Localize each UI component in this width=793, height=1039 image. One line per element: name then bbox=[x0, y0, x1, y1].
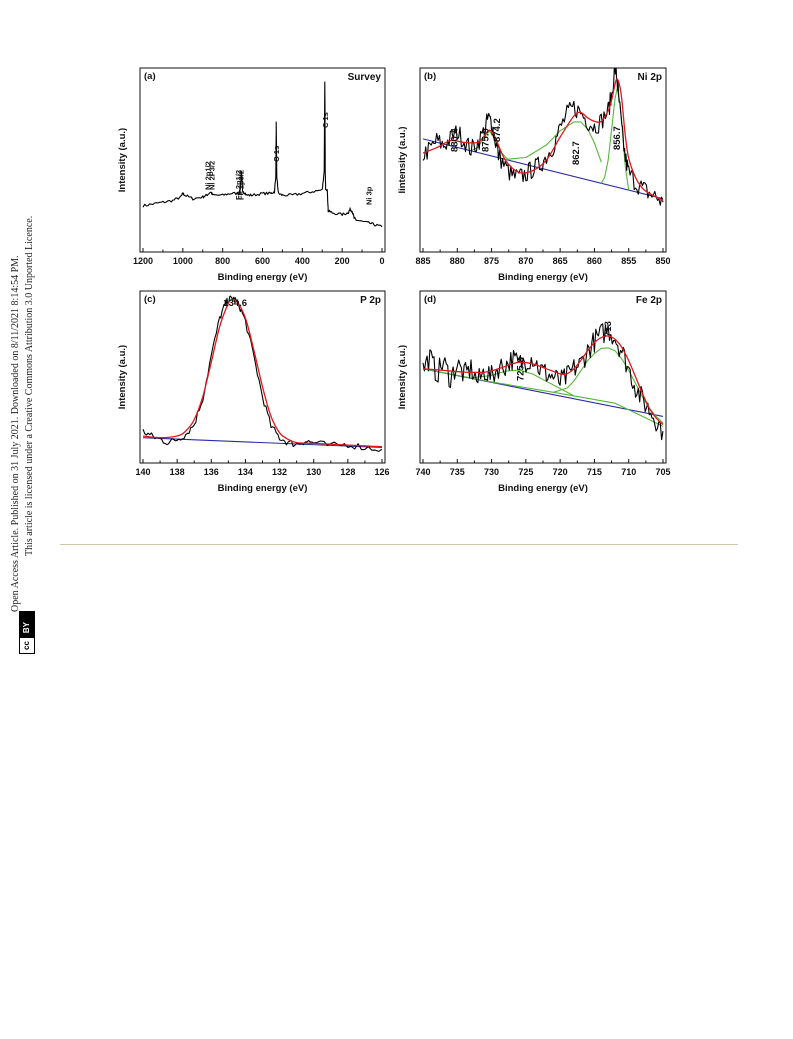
y-axis-title: Iintensity (a.u.) bbox=[397, 126, 408, 193]
chart-panel-2: 885 880 875 870 865 860 855 850 Binding energy (… bbox=[397, 67, 671, 283]
cc-by-badge[interactable]: cc BY bbox=[19, 610, 35, 654]
x-tick-label: 1000 bbox=[173, 256, 193, 266]
plot-frame bbox=[419, 290, 667, 464]
panel-title: Survey bbox=[348, 72, 382, 83]
peak-annotation: O 1s bbox=[272, 146, 281, 162]
x-tick-label: 715 bbox=[587, 467, 602, 477]
x-axis-title: Binding energy (eV) bbox=[498, 483, 588, 494]
chart-panel-1: 1200 1000 800 600 400 200 0 Binding energy (eV)… bbox=[117, 67, 386, 283]
panel-title: Fe 2p bbox=[636, 295, 662, 306]
series-component-3 bbox=[553, 347, 664, 424]
x-tick-label: 800 bbox=[215, 256, 230, 266]
series-data-0 bbox=[422, 323, 664, 441]
panel-label: (d) bbox=[424, 294, 436, 305]
plot-area bbox=[142, 295, 383, 452]
x-axis-title: Binding energy (eV) bbox=[218, 483, 308, 494]
series-component-baseline-4 bbox=[422, 368, 664, 427]
by-icon: BY bbox=[20, 611, 34, 638]
x-tick-label: 850 bbox=[655, 256, 670, 266]
x-tick-label: 885 bbox=[415, 256, 430, 266]
x-tick-label: 870 bbox=[518, 256, 533, 266]
peak-annotation: 134.6 bbox=[223, 298, 247, 309]
x-tick-label: 130 bbox=[306, 467, 321, 477]
x-tick-label: 705 bbox=[655, 467, 670, 477]
plot-frame bbox=[139, 67, 386, 253]
panel-title: Ni 2p bbox=[638, 72, 662, 83]
peak-annotation: 856.7 bbox=[612, 126, 623, 150]
peak-annotation: Ni 2p1/2 bbox=[204, 161, 213, 190]
panel-label: (c) bbox=[144, 294, 156, 305]
x-tick-label: 128 bbox=[340, 467, 355, 477]
y-axis-title: Intensity (a.u.) bbox=[117, 345, 128, 409]
peak-annotation: Fe 2p1/2 bbox=[234, 170, 243, 200]
cc-icon: cc bbox=[20, 637, 34, 653]
x-tick-label: 138 bbox=[170, 467, 185, 477]
x-axis-title: Binding energy (eV) bbox=[498, 272, 588, 283]
plot-frame bbox=[139, 290, 386, 464]
peak-annotation: Fe 2p3/2 bbox=[237, 170, 246, 200]
plot-area bbox=[422, 323, 664, 441]
peak-annotation: Ni 3p bbox=[365, 186, 374, 205]
series-envelope-1 bbox=[422, 78, 664, 202]
y-axis-title: Intensity (a.u.) bbox=[117, 128, 128, 192]
x-tick-label: 132 bbox=[272, 467, 287, 477]
x-tick-label: 126 bbox=[374, 467, 389, 477]
chart-panel-3: 140 138 136 134 132 130 128 126 Binding energy (… bbox=[117, 290, 390, 494]
x-tick-label: 735 bbox=[450, 467, 465, 477]
x-tick-label: 134 bbox=[238, 467, 253, 477]
x-tick-label: 140 bbox=[135, 467, 150, 477]
x-tick-label: 400 bbox=[295, 256, 310, 266]
y-axis-title: Intensity (a.u.) bbox=[397, 345, 408, 409]
x-tick-label: 725 bbox=[518, 467, 533, 477]
x-tick-label: 880 bbox=[450, 256, 465, 266]
x-tick-label: 200 bbox=[335, 256, 350, 266]
x-tick-label: 600 bbox=[255, 256, 270, 266]
x-tick-label: 740 bbox=[415, 467, 430, 477]
chart-panel-4: 740 735 730 725 720 715 710 705 Binding energy (… bbox=[397, 290, 671, 494]
series-data-0 bbox=[142, 295, 383, 452]
peak-annotation: 725.8 bbox=[515, 357, 526, 381]
peak-annotation: 713 bbox=[603, 321, 614, 337]
xps-figure: 1200 1000 800 600 400 200 0 Binding energy (eV)… bbox=[117, 67, 671, 494]
x-tick-label: 136 bbox=[204, 467, 219, 477]
peak-annotation: 862.7 bbox=[571, 141, 582, 165]
peak-annotation: 880.4 bbox=[450, 128, 461, 152]
series-component-2 bbox=[470, 369, 575, 397]
plot-area bbox=[422, 68, 664, 206]
x-axis-title: Binding energy (eV) bbox=[218, 272, 308, 283]
x-tick-label: 720 bbox=[553, 467, 568, 477]
x-tick-label: 865 bbox=[553, 256, 568, 266]
peak-annotation: 875.9 bbox=[480, 128, 491, 152]
peak-annotation: C 1s bbox=[321, 112, 330, 128]
series-component-3 bbox=[505, 121, 602, 163]
x-tick-label: 875 bbox=[484, 256, 499, 266]
peak-annotation: 874.2 bbox=[492, 118, 503, 142]
x-tick-label: 860 bbox=[587, 256, 602, 266]
plot-area bbox=[142, 81, 383, 228]
x-tick-label: 1200 bbox=[133, 256, 153, 266]
section-divider bbox=[60, 544, 738, 545]
x-tick-label: 0 bbox=[379, 256, 384, 266]
panel-title: P 2p bbox=[360, 295, 381, 306]
series-envelope-1 bbox=[142, 298, 383, 448]
x-tick-label: 855 bbox=[621, 256, 636, 266]
x-tick-label: 710 bbox=[621, 467, 636, 477]
panel-label: (b) bbox=[424, 71, 436, 82]
x-tick-label: 730 bbox=[484, 467, 499, 477]
series-data-0 bbox=[142, 81, 383, 228]
panel-label: (a) bbox=[144, 71, 156, 82]
series-envelope-1 bbox=[422, 335, 664, 426]
peak-annotation: Ni 2P3/2 bbox=[208, 161, 217, 190]
